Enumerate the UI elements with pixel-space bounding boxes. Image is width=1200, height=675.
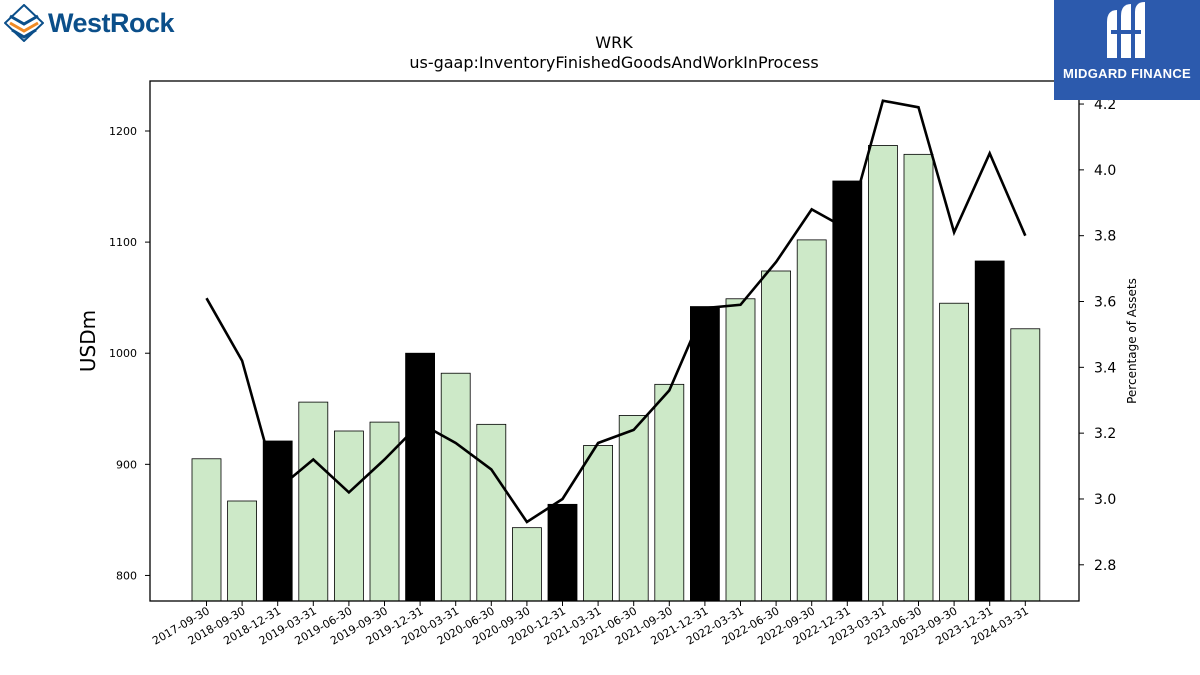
bar-2022-06-30 — [761, 270, 791, 602]
y2-axis-label: Percentage of Assets — [1125, 278, 1139, 404]
westrock-chevron-logo-icon — [4, 4, 44, 42]
bar-2018-09-30 — [227, 500, 258, 602]
bar-2021-12-31 — [690, 306, 720, 602]
bar-2022-09-30 — [796, 239, 827, 602]
bar-2023-09-30 — [939, 302, 969, 602]
line-series-group — [205, 99, 1027, 524]
y-axis-label: USDm — [76, 310, 100, 372]
badge-name: MIDGARD FINANCE — [1063, 66, 1191, 81]
y2-axis: 2.8 3.0 3.2 3.4 3.6 3.8 4.0 4.2 — [1079, 97, 1116, 574]
y2-tick-label-4.2: 4.2 — [1094, 97, 1116, 113]
bar-2023-12-31 — [974, 260, 1005, 602]
x-axis: 2017-09-302018-09-302018-12-312019-03-31… — [150, 601, 1031, 648]
bars-group — [191, 145, 1041, 602]
bar-2019-03-31 — [298, 401, 329, 602]
percentage-line — [205, 99, 1027, 524]
bar-2023-03-31 — [868, 145, 898, 602]
bar-2019-09-30 — [369, 421, 400, 602]
brand-name: WestRock — [48, 7, 175, 38]
y2-tick-label-4: 4.0 — [1094, 163, 1116, 179]
bar-2021-06-30 — [618, 415, 649, 602]
bar-2022-12-31 — [832, 180, 863, 602]
bar-2019-06-30 — [333, 430, 364, 602]
y2-tick-label-3.6: 3.6 — [1094, 295, 1116, 311]
midgard-finance-badge: MIDGARD FINANCE — [1054, 0, 1200, 100]
bar-2020-12-31 — [547, 503, 578, 602]
midgard-m-logo-icon — [1107, 2, 1145, 58]
bar-2020-03-31 — [440, 372, 471, 602]
bar-2017-09-30 — [191, 458, 222, 602]
bar-2024-03-31 — [1010, 328, 1041, 602]
y2-tick-label-3: 3.0 — [1094, 492, 1116, 508]
y-tick-label-900: 900 — [116, 458, 137, 471]
y2-tick-label-2.8: 2.8 — [1094, 558, 1116, 574]
bar-2019-12-31 — [405, 352, 436, 602]
y-tick-label-1100: 1100 — [109, 236, 137, 249]
y-tick-label-1200: 1200 — [109, 125, 137, 138]
bar-2020-09-30 — [512, 527, 542, 602]
y-tick-label-800: 800 — [116, 569, 137, 582]
bar-2020-06-30 — [476, 423, 507, 602]
bar-2018-12-31 — [262, 440, 293, 602]
y-axis: 800 900 1000 1100 1200 — [109, 125, 150, 582]
bar-2021-03-31 — [583, 445, 613, 602]
plot-frame — [149, 80, 1080, 602]
y-tick-label-1000: 1000 — [109, 347, 137, 360]
chart-subtitle: us-gaap:InventoryFinishedGoodsAndWorkInP… — [409, 53, 818, 72]
bar-2023-06-30 — [903, 153, 934, 602]
y2-tick-label-3.2: 3.2 — [1094, 426, 1116, 442]
y2-tick-label-3.8: 3.8 — [1094, 229, 1116, 245]
y2-tick-label-3.4: 3.4 — [1094, 360, 1116, 376]
bar-2021-09-30 — [654, 383, 685, 602]
bar-2022-03-31 — [725, 298, 756, 602]
westrock-logo: WestRock — [4, 4, 175, 42]
chart-title: WRK — [595, 33, 633, 52]
